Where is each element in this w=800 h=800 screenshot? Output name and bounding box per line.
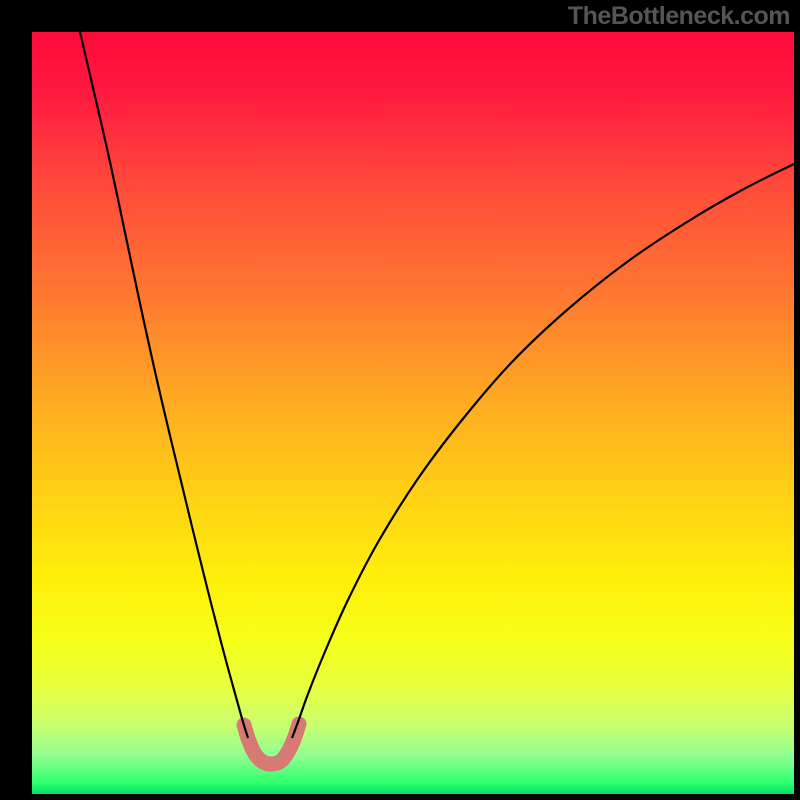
curve-right-branch (292, 164, 794, 738)
valley-marker (244, 724, 299, 764)
curve-left-branch (80, 32, 248, 738)
plot-area (32, 32, 794, 794)
watermark-text: TheBottleneck.com (568, 2, 790, 31)
curve-overlay (32, 32, 794, 794)
